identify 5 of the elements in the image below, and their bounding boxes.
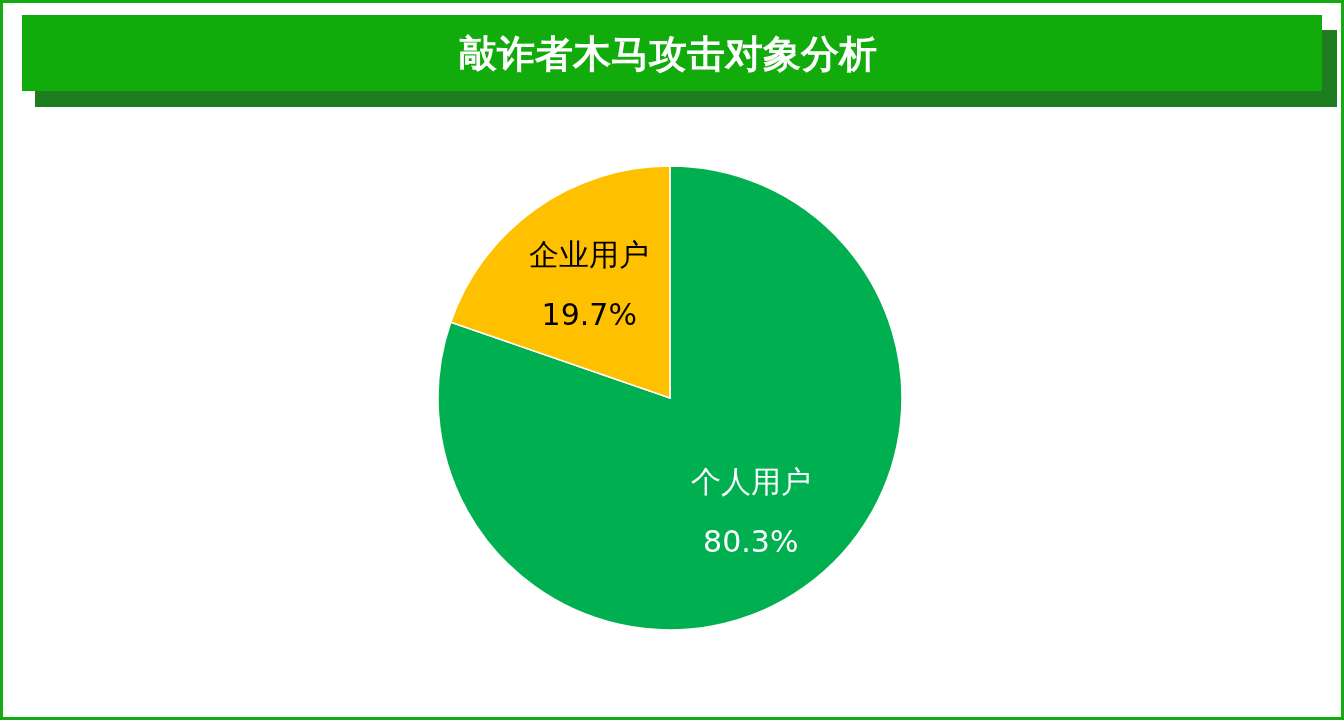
- slice-label: 企业用户: [529, 237, 650, 273]
- slice-label: 个人用户: [690, 463, 811, 499]
- data-label: 80.3%: [703, 523, 799, 559]
- chart-title: 敲诈者木马攻击对象分析: [459, 32, 877, 76]
- data-label: 19.7%: [541, 297, 637, 333]
